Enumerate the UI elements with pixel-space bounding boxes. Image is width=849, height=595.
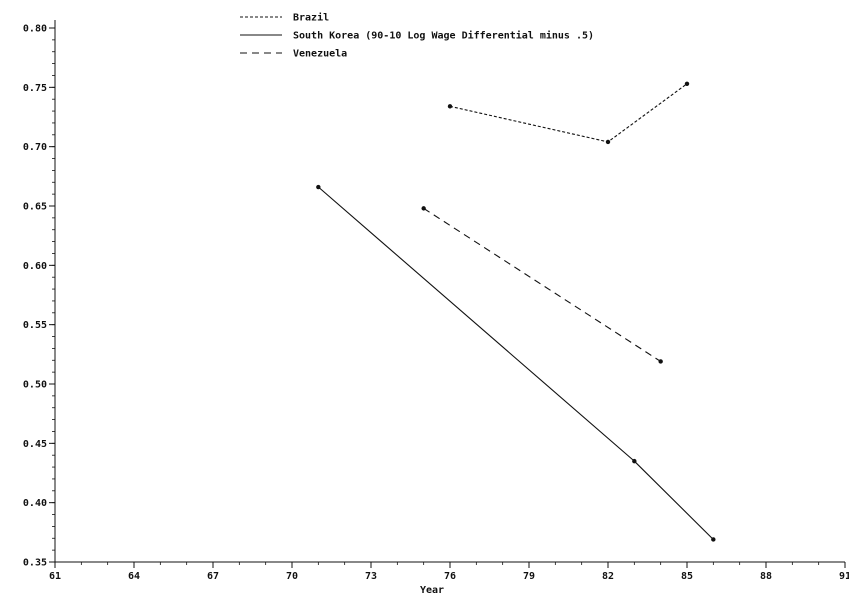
series-group: [316, 81, 716, 542]
x-tick-label: 88: [760, 571, 772, 582]
y-axis-ticks: 0.35 0.40 0.45 0.50 0.55 0.60 0.65 0.70 0.75 0.80: [23, 24, 55, 569]
data-point: [421, 206, 426, 211]
legend-item: Brazil: [240, 12, 329, 24]
x-tick-label: 76: [444, 571, 456, 582]
legend-item: South Korea (90-10 Log Wage Differential…: [240, 30, 594, 42]
y-tick-label: 0.75: [23, 83, 47, 94]
data-point: [632, 458, 637, 464]
x-tick-label: 70: [286, 571, 298, 582]
x-tick-label: 91: [839, 571, 849, 582]
y-tick-label: 0.45: [23, 439, 47, 450]
data-point: [684, 81, 690, 86]
legend-item: Venezuela: [240, 49, 347, 60]
x-axis-ticks: 61 64 67 70 73 76 79 82 85 88 91: [49, 562, 849, 582]
series-2: [316, 184, 716, 542]
y-tick-label: 0.80: [23, 24, 47, 35]
legend: Brazil South Korea (90-10 Log Wage Differ…: [240, 12, 594, 60]
data-point: [605, 139, 611, 145]
y-tick-label: 0.40: [23, 498, 47, 509]
x-tick-label: 82: [602, 571, 614, 582]
y-tick-label: 0.70: [23, 142, 47, 153]
series-line: [317, 186, 714, 540]
y-tick-label: 0.35: [23, 558, 47, 569]
x-tick-label: 73: [365, 571, 377, 582]
data-point: [658, 359, 663, 364]
axes: 0.35 0.40 0.45 0.50 0.55 0.60 0.65 0.70 0.75 0.80…: [23, 20, 849, 595]
legend-label: Venezuela: [293, 49, 347, 60]
series-line: [423, 207, 661, 362]
series-1: [447, 81, 690, 145]
legend-label: South Korea (90-10 Log Wage Differential…: [293, 30, 594, 42]
x-tick-label: 85: [681, 571, 693, 582]
data-point: [447, 104, 453, 109]
y-tick-label: 0.60: [23, 261, 47, 272]
data-point: [316, 184, 321, 190]
y-tick-label: 0.65: [23, 202, 47, 213]
x-tick-label: 79: [523, 571, 535, 582]
series-line: [449, 83, 688, 143]
x-tick-label: 61: [49, 571, 61, 582]
y-tick-label: 0.50: [23, 380, 47, 391]
legend-label: Brazil: [293, 12, 329, 24]
data-point: [711, 537, 716, 542]
series-3: [421, 206, 663, 364]
x-tick-label: 64: [128, 571, 140, 582]
y-tick-label: 0.55: [23, 320, 47, 331]
x-axis-title: Year: [420, 585, 444, 595]
x-tick-label: 67: [207, 571, 219, 582]
